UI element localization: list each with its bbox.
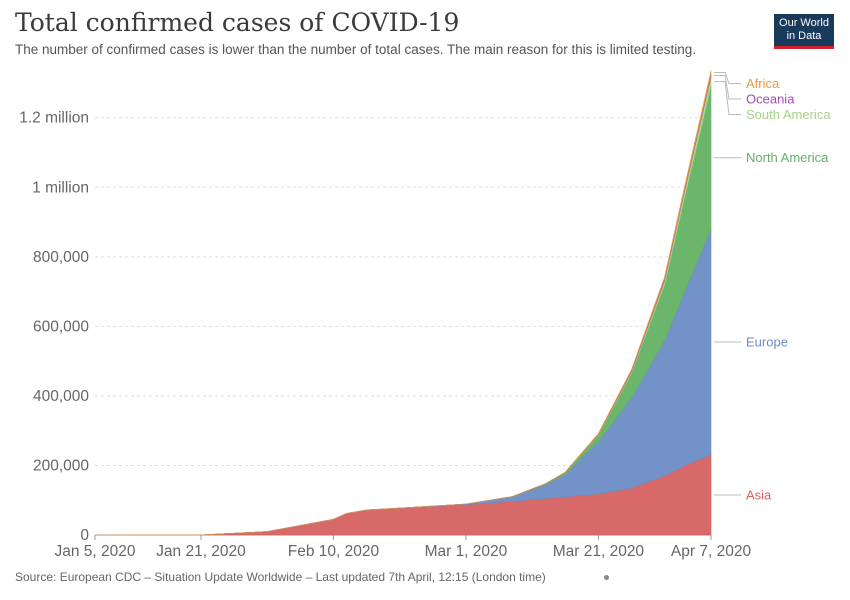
x-tick-label: Mar 21, 2020 — [553, 543, 645, 560]
legend-label-europe[interactable]: Europe — [746, 335, 788, 350]
legend-label-africa[interactable]: Africa — [746, 76, 780, 91]
legend-leader-line — [714, 81, 741, 115]
status-dot — [604, 575, 609, 580]
logo-line-2: in Data — [786, 30, 822, 42]
y-tick-label: 200,000 — [33, 457, 89, 474]
y-tick-label: 400,000 — [33, 388, 89, 405]
chart-subtitle: The number of confirmed cases is lower t… — [15, 42, 697, 57]
x-tick-label: Feb 10, 2020 — [288, 543, 380, 560]
y-tick-label: 800,000 — [33, 249, 89, 266]
legend-label-north-america[interactable]: North America — [746, 150, 829, 165]
y-tick-label: 600,000 — [33, 318, 89, 335]
legend-label-south-america[interactable]: South America — [746, 107, 831, 122]
legend-label-asia[interactable]: Asia — [746, 488, 772, 503]
x-tick-label: Mar 1, 2020 — [425, 543, 508, 560]
x-tick-label: Jan 21, 2020 — [156, 543, 246, 560]
x-tick-label: Apr 7, 2020 — [671, 543, 752, 560]
legend-leader-line — [714, 72, 741, 84]
legend-leader-line — [714, 74, 741, 100]
y-tick-label: 1 million — [32, 179, 89, 196]
y-tick-label: 1.2 million — [19, 110, 89, 127]
y-tick-label: 0 — [80, 527, 89, 544]
chart-title: Total confirmed cases of COVID-19 — [15, 8, 460, 37]
source-note: Source: European CDC – Situation Update … — [15, 570, 546, 584]
x-tick-label: Jan 5, 2020 — [54, 543, 135, 560]
logo-line-1: Our World — [779, 17, 829, 29]
area-africa[interactable] — [94, 70, 712, 536]
owid-logo[interactable]: Our World in Data — [774, 14, 834, 49]
area-europe[interactable] — [94, 228, 712, 536]
legend-label-oceania[interactable]: Oceania — [746, 92, 795, 107]
